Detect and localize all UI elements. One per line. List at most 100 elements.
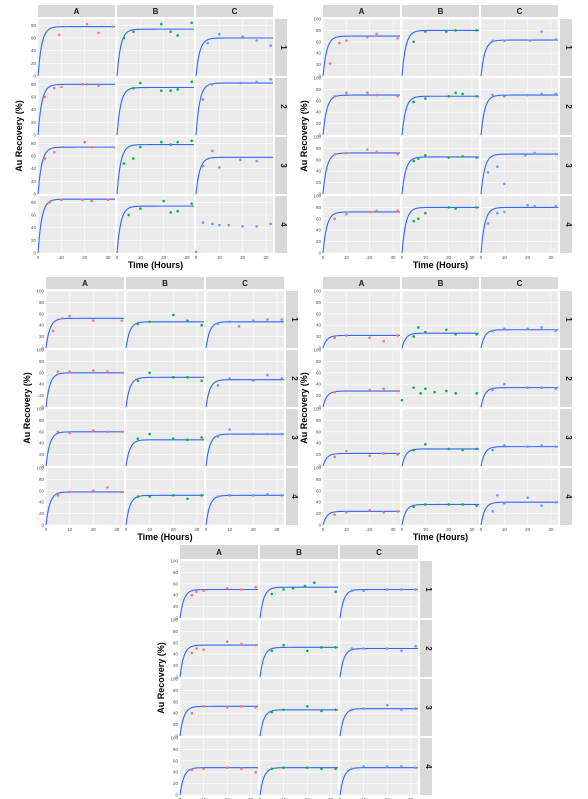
- facet-figure-2: A B C1020406080100202040608010030204060801…: [299, 5, 573, 270]
- panel-B-1: [401, 290, 479, 349]
- data-point: [396, 389, 399, 393]
- y-tick-label: 20: [39, 511, 45, 516]
- column-label: C: [517, 279, 523, 288]
- panel-A-1: [37, 19, 115, 77]
- data-point: [424, 503, 427, 506]
- y-tick-label: 60: [173, 758, 179, 763]
- data-point: [454, 29, 457, 32]
- panel-B-2: [401, 77, 479, 136]
- fit-curve: [125, 439, 204, 467]
- panel-B-4: [125, 467, 204, 526]
- data-point: [211, 149, 214, 153]
- data-point: [122, 162, 126, 165]
- data-point: [270, 649, 274, 653]
- data-point: [225, 766, 229, 769]
- data-point: [171, 376, 175, 379]
- data-point: [414, 588, 417, 591]
- data-point: [228, 377, 231, 380]
- column-label: C: [242, 279, 248, 288]
- panel-A-2: [322, 77, 400, 136]
- data-point: [424, 153, 427, 157]
- data-point: [201, 98, 205, 101]
- data-point: [132, 30, 135, 33]
- row-strip: [286, 468, 298, 525]
- data-point: [554, 445, 557, 448]
- data-point: [350, 647, 354, 650]
- row-label: 3: [424, 705, 433, 710]
- data-point: [282, 708, 285, 712]
- data-point: [338, 41, 341, 45]
- data-point: [106, 370, 109, 373]
- data-point: [424, 443, 427, 446]
- fit-curve: [37, 26, 115, 77]
- data-point: [454, 91, 457, 95]
- data-point: [237, 325, 241, 328]
- data-point: [345, 91, 348, 95]
- data-point: [132, 86, 135, 90]
- y-tick-label: 80: [31, 23, 37, 28]
- data-point: [328, 62, 332, 65]
- panel-background: [402, 409, 479, 466]
- data-point: [218, 32, 221, 36]
- data-point: [412, 505, 415, 509]
- data-point: [68, 490, 71, 494]
- data-point: [200, 323, 203, 327]
- y-tick-label: 20: [316, 334, 322, 339]
- panel-background: [323, 291, 400, 348]
- data-point: [362, 589, 365, 592]
- y-tick-label: 40: [31, 166, 37, 171]
- data-point: [362, 707, 365, 710]
- panel-C-4: [194, 196, 273, 254]
- panel-A-3: [322, 136, 400, 195]
- data-point: [475, 333, 478, 336]
- y-tick-label: 100: [313, 289, 321, 294]
- data-point: [83, 140, 86, 144]
- panel-background: [481, 468, 558, 525]
- data-point: [160, 22, 163, 26]
- data-point: [171, 437, 175, 440]
- y-tick-label: 20: [316, 393, 322, 398]
- x-axis-title: Time (Hours): [128, 260, 183, 270]
- data-point: [255, 159, 258, 163]
- panel-C-3: [195, 137, 273, 195]
- data-point: [424, 211, 427, 215]
- data-point: [345, 334, 348, 337]
- data-point: [190, 139, 193, 143]
- data-point: [491, 39, 494, 42]
- column-strip: [481, 277, 558, 289]
- panel-C-4: [480, 195, 558, 254]
- panel-C-4: [480, 467, 558, 526]
- column-strip: [323, 277, 400, 289]
- data-point: [127, 213, 130, 217]
- row-strip: [275, 19, 287, 76]
- data-point: [333, 94, 336, 98]
- y-tick-label: 0: [33, 251, 36, 256]
- data-point: [136, 495, 140, 498]
- data-point: [254, 770, 257, 774]
- y-tick-label: 40: [316, 323, 322, 328]
- row-label: 1: [564, 317, 573, 322]
- data-point: [176, 209, 179, 213]
- data-point: [228, 428, 231, 431]
- data-point: [171, 313, 175, 317]
- panel-background: [260, 738, 338, 795]
- data-point: [269, 77, 272, 81]
- column-strip: [340, 545, 418, 559]
- y-axis-title: Au Recovery (%): [156, 642, 166, 714]
- y-tick-label: 80: [173, 688, 179, 693]
- data-point: [414, 644, 417, 648]
- data-point: [251, 319, 255, 322]
- data-point: [254, 643, 257, 647]
- panel-C-3: [480, 136, 558, 195]
- data-point: [85, 22, 89, 26]
- data-point: [382, 511, 385, 514]
- y-tick-label: 100: [170, 677, 178, 682]
- x-tick-label: 30: [105, 255, 111, 260]
- data-point: [190, 80, 193, 84]
- x-tick-label: 10: [502, 255, 508, 260]
- row-strip: [560, 468, 572, 525]
- data-point: [475, 206, 478, 209]
- data-point: [396, 152, 399, 156]
- data-point: [303, 584, 307, 588]
- data-point: [385, 647, 389, 650]
